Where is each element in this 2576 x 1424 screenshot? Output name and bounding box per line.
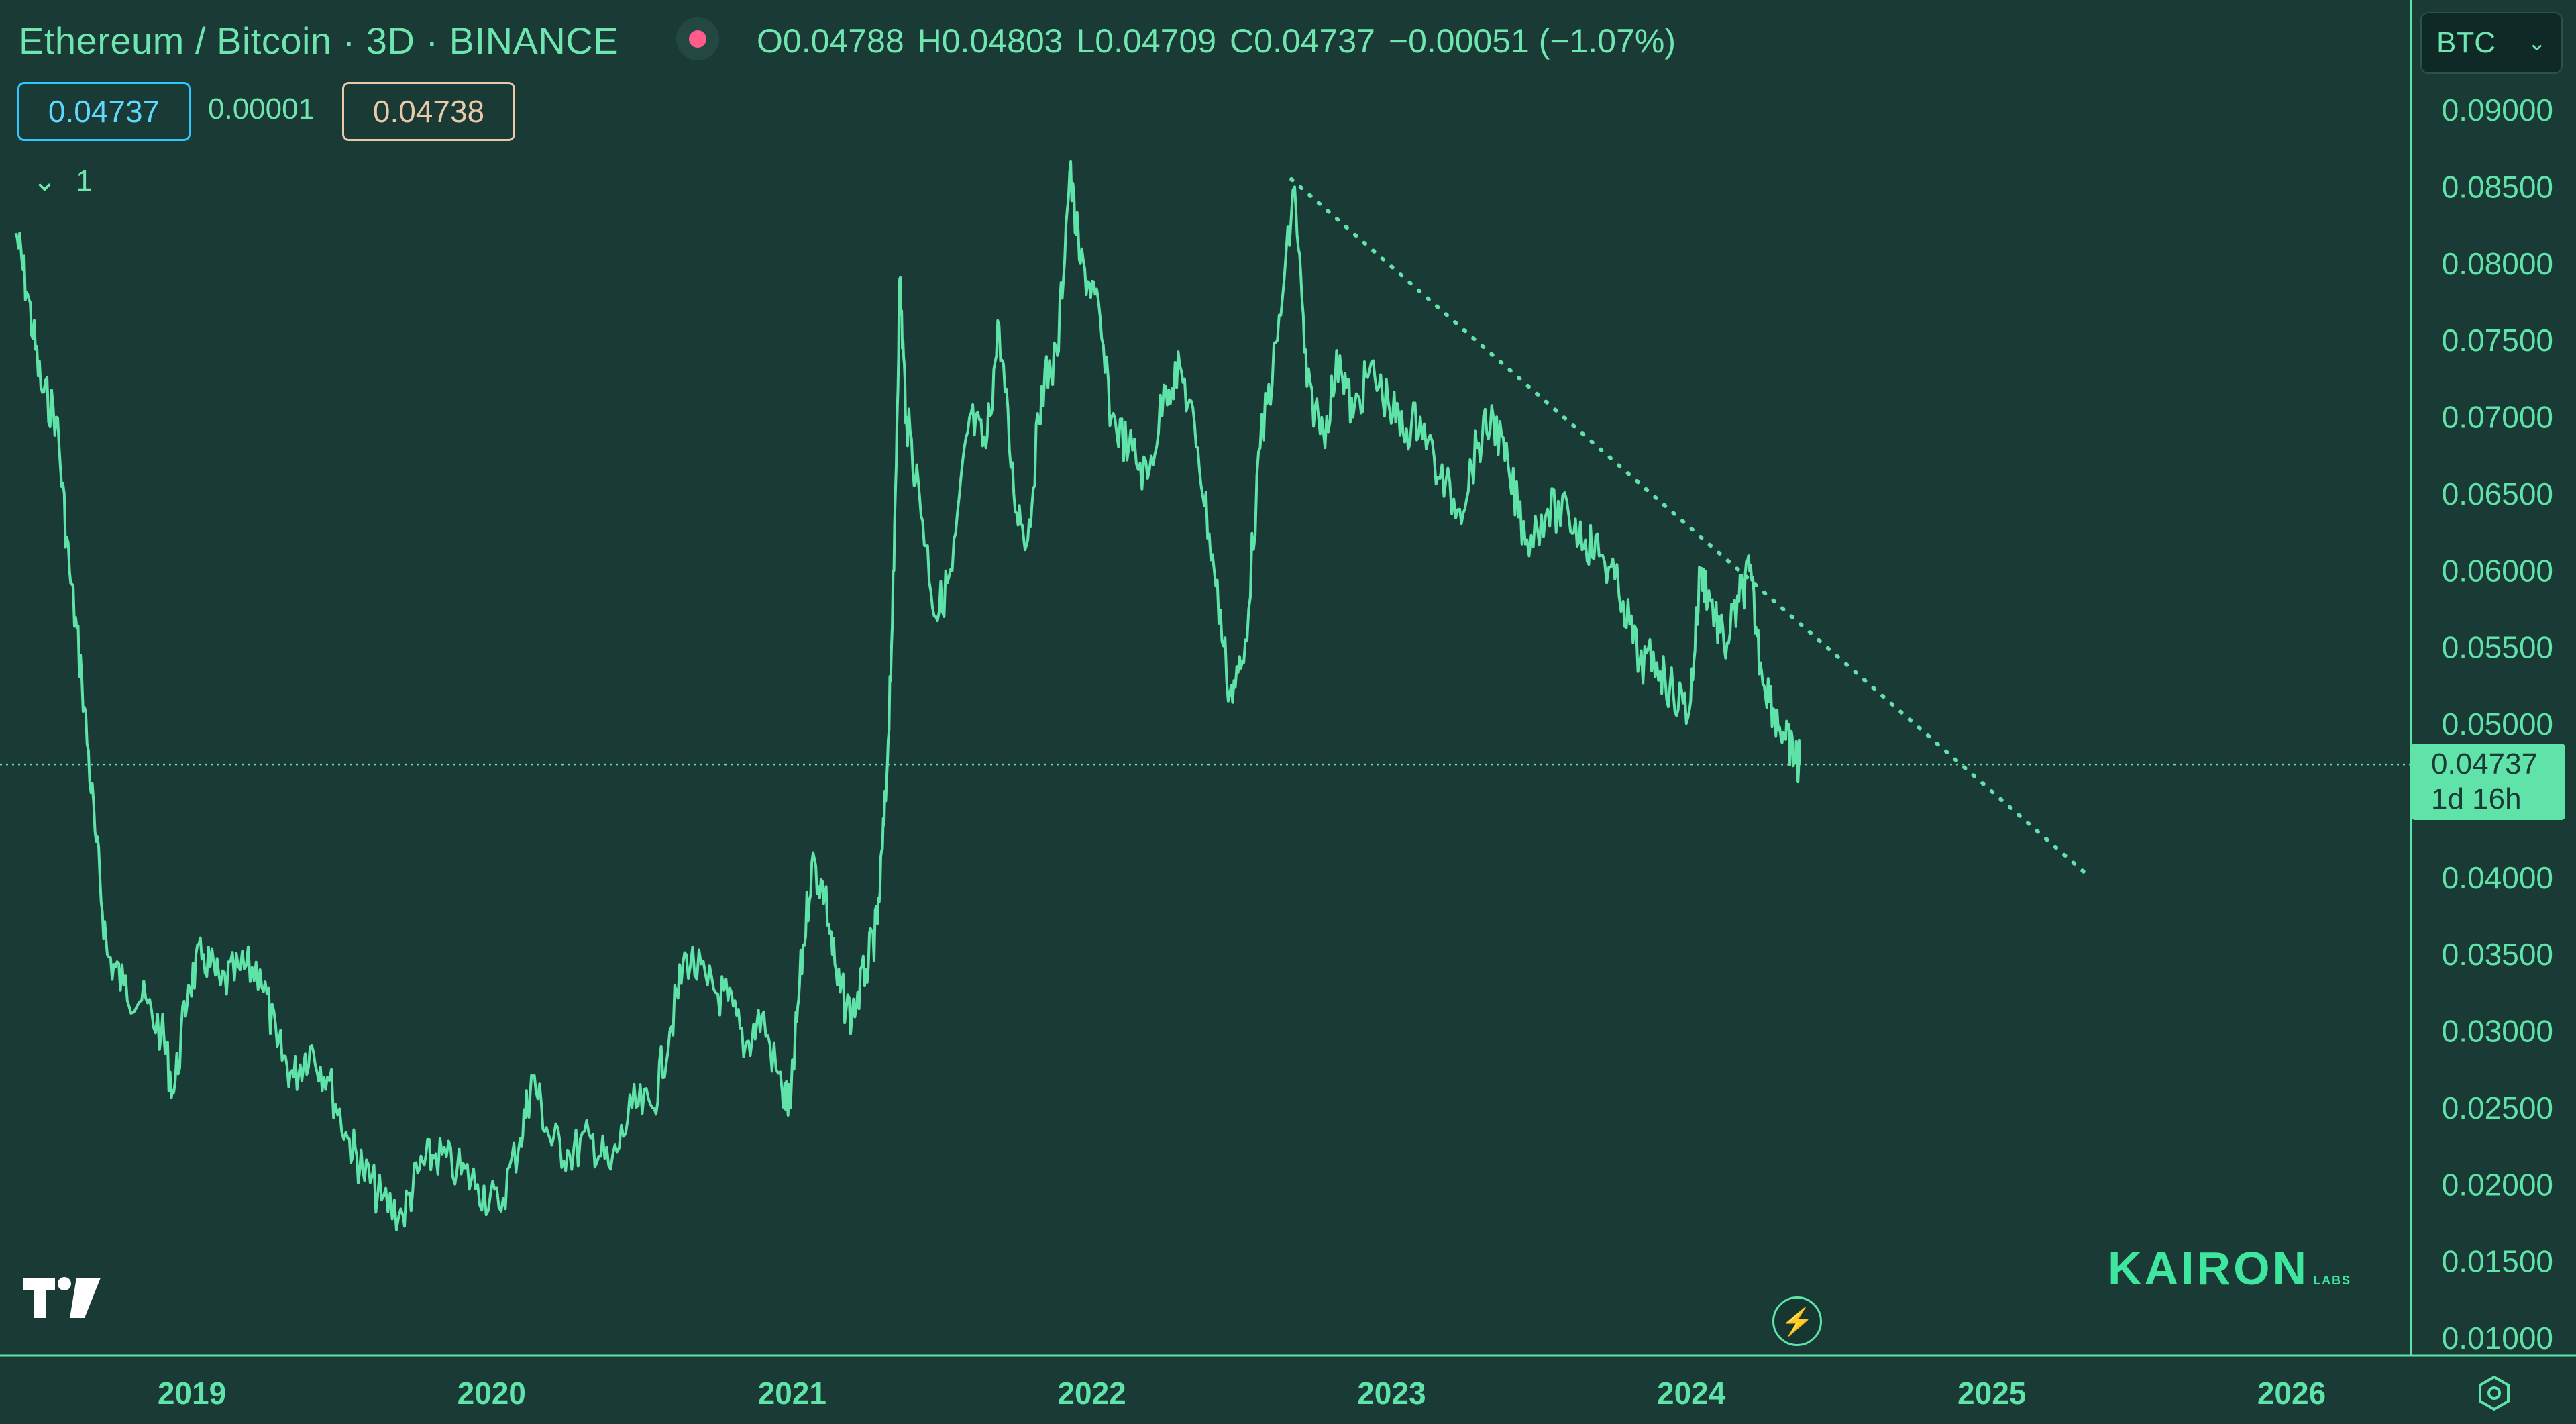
price-axis-tick-label: 0.02000 bbox=[2442, 1167, 2553, 1202]
brand-name: KAIRON bbox=[2108, 1242, 2310, 1294]
price-axis[interactable]: 0.09000 0.08500 0.08000 0.07500 0.07000 0.065… bbox=[2442, 93, 2553, 1356]
time-axis-tick-label: 2023 bbox=[1357, 1376, 1426, 1411]
time-axis-tick-label: 2020 bbox=[458, 1376, 526, 1411]
price-axis-tick-label: 0.08500 bbox=[2442, 169, 2553, 204]
chevron-down-icon: ⌄ bbox=[32, 164, 57, 197]
price-axis-tick-label: 0.02500 bbox=[2442, 1090, 2553, 1125]
price-axis-tick-label: 0.03000 bbox=[2442, 1014, 2553, 1049]
time-axis-tick-label: 2025 bbox=[1957, 1376, 2026, 1411]
brand-watermark: KAIRON LABS bbox=[2108, 1241, 2351, 1295]
time-axis-tick-label: 2022 bbox=[1057, 1376, 1126, 1411]
price-axis-tick-label: 0.04000 bbox=[2442, 860, 2553, 895]
price-axis-tick-label: 0.03500 bbox=[2442, 937, 2553, 972]
price-axis-tick-label: 0.01500 bbox=[2442, 1244, 2553, 1279]
close-value: C0.04737 bbox=[1230, 22, 1375, 60]
settings-gear-icon[interactable] bbox=[2474, 1373, 2514, 1417]
indicator-legend-toggle[interactable]: ⌄ 1 bbox=[32, 164, 93, 198]
last-price-tag: 0.04737 1d 16h bbox=[2411, 744, 2565, 820]
open-value: O0.04788 bbox=[757, 22, 904, 60]
price-axis-tick-label: 0.07500 bbox=[2442, 323, 2553, 358]
sell-price-button[interactable]: 0.04737 bbox=[17, 82, 191, 141]
price-axis-tick-label: 0.09000 bbox=[2442, 93, 2553, 128]
ohlc-values: O0.04788 H0.04803 L0.04709 C0.04737 −0.00051… bbox=[757, 21, 1689, 60]
price-axis-tick-label: 0.05500 bbox=[2442, 630, 2553, 665]
time-axis-tick-label: 2026 bbox=[2257, 1376, 2326, 1411]
currency-selector[interactable]: BTC ⌄ bbox=[2420, 12, 2563, 74]
price-axis-tick-label: 0.05000 bbox=[2442, 707, 2553, 742]
price-axis-tick-label: 0.08000 bbox=[2442, 246, 2553, 281]
time-axis-tick-label: 2021 bbox=[758, 1376, 826, 1411]
symbol-title[interactable]: Ethereum / Bitcoin · 3D · BINANCE bbox=[19, 19, 619, 62]
buy-price-button[interactable]: 0.04738 bbox=[342, 82, 515, 141]
lightning-icon[interactable]: ⚡ bbox=[1772, 1296, 1822, 1346]
high-value: H0.04803 bbox=[917, 22, 1063, 60]
change-value: −0.00051 (−1.07%) bbox=[1388, 22, 1676, 60]
price-axis-tick-label: 0.01000 bbox=[2442, 1321, 2553, 1356]
descending-trendline[interactable] bbox=[1289, 176, 2093, 880]
time-axis-tick-label: 2024 bbox=[1657, 1376, 1726, 1411]
spread-value: 0.00001 bbox=[208, 93, 315, 125]
price-axis-tick-label: 0.07000 bbox=[2442, 400, 2553, 435]
brand-suffix: LABS bbox=[2313, 1274, 2352, 1287]
indicator-count: 1 bbox=[76, 164, 93, 197]
time-axis[interactable]: 2019 2020 2021 2022 2023 2024 2025 2026 bbox=[158, 1376, 2326, 1411]
chevron-down-icon: ⌄ bbox=[2527, 30, 2547, 56]
plot-area[interactable] bbox=[0, 160, 2411, 1231]
price-axis-tick-label: 0.06000 bbox=[2442, 553, 2553, 588]
last-price-value: 0.04737 bbox=[2431, 748, 2538, 780]
price-axis-tick-label: 0.06500 bbox=[2442, 476, 2553, 511]
price-series-line[interactable] bbox=[15, 160, 1801, 1231]
low-value: L0.04709 bbox=[1076, 22, 1217, 60]
currency-label: BTC bbox=[2436, 26, 2496, 59]
market-status-dot-icon[interactable] bbox=[676, 17, 719, 60]
tradingview-logo-icon[interactable] bbox=[20, 1274, 103, 1324]
bar-countdown: 1d 16h bbox=[2431, 782, 2522, 815]
time-axis-tick-label: 2019 bbox=[158, 1376, 226, 1411]
